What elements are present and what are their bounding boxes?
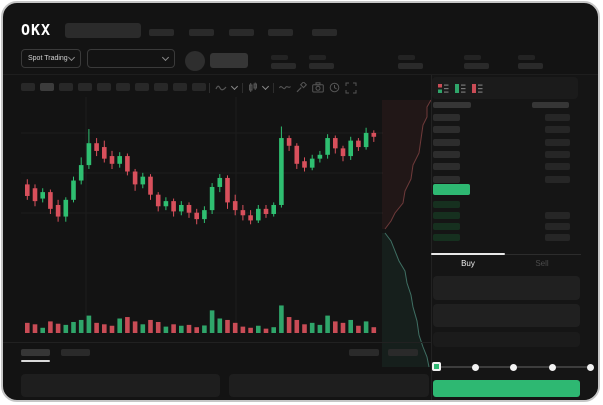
percent-slider-handle[interactable] [432,362,441,371]
ask-amount-bar [545,163,570,170]
stat-label [398,55,415,60]
chevron-down-icon [161,53,170,62]
interval-pill[interactable] [40,83,54,91]
ask-amount-bar [545,114,570,121]
tab-divider [431,254,581,255]
coin-avatar [185,51,205,71]
last-price-badge[interactable] [433,184,470,195]
nav-item[interactable] [268,29,293,36]
stat-value [309,63,334,69]
bid-amount-bar [545,234,570,241]
chevron-down-icon[interactable] [261,82,270,91]
market-type-label: Spot Trading [28,55,68,62]
nav-item[interactable] [229,29,254,36]
stat-value [464,63,489,69]
bid-amount-bar [545,212,570,219]
stat-value [518,63,543,69]
ask-price-bar[interactable] [433,114,460,121]
history-tab[interactable] [61,349,90,356]
book-asks-icon[interactable] [472,83,483,94]
pair-name-placeholder [210,53,248,68]
interval-pills [21,83,206,91]
ask-price-bar[interactable] [433,151,460,158]
orderbook-col-header-amount [532,102,569,108]
stat-value [271,63,296,69]
amount-input[interactable] [433,304,580,327]
tab-sell[interactable]: Sell [535,259,549,268]
stat-label [271,55,288,60]
orders-list-placeholder [21,374,220,397]
interval-pill[interactable] [154,83,168,91]
nav-item[interactable] [189,29,214,36]
ask-amount-bar [545,139,570,146]
interval-pill[interactable] [173,83,187,91]
buy-tab-underline [431,253,505,255]
candle-type-dropdown-icon[interactable] [248,82,258,93]
orders-list-placeholder [229,374,429,397]
book-combined-icon[interactable] [438,83,449,94]
ask-price-bar[interactable] [433,139,460,146]
interval-pill[interactable] [78,83,92,91]
ask-price-bar[interactable] [433,126,460,133]
interval-pill[interactable] [59,83,73,91]
chevron-down-icon [67,53,76,62]
ask-price-bar[interactable] [433,176,460,183]
orders-tab-underline [21,360,50,362]
divider [3,74,598,75]
bid-price-bar[interactable] [433,201,460,208]
candlestick-chart[interactable] [21,97,383,343]
ask-amount-bar [545,126,570,133]
line-tool-icon[interactable] [279,83,291,92]
divider [3,342,431,343]
stat-value [398,63,423,69]
history-icon[interactable] [329,82,340,93]
camera-icon[interactable] [312,82,324,93]
market-type-dropdown[interactable]: Spot Trading [21,49,81,68]
percent-slider-stop[interactable] [510,364,517,371]
orders-tab-active[interactable] [21,349,50,356]
buy-button[interactable] [433,380,580,397]
interval-pill[interactable] [97,83,111,91]
ask-price-bar[interactable] [433,163,460,170]
orderbook-col-header-price [433,102,471,108]
percent-slider-stop[interactable] [587,364,594,371]
ask-amount-bar [545,151,570,158]
stat-label [464,55,481,60]
ask-amount-bar [545,176,570,183]
chart-tools [209,81,357,94]
fullscreen-icon[interactable] [345,82,357,94]
bid-price-bar[interactable] [433,223,460,230]
percent-slider-stop[interactable] [548,364,556,371]
bid-amount-bar [545,223,570,230]
total-row [433,332,580,347]
brush-icon[interactable] [296,82,307,93]
interval-pill[interactable] [116,83,130,91]
tab-buy[interactable]: Buy [461,259,475,268]
bid-price-bar[interactable] [433,212,460,219]
panel-action[interactable] [388,349,418,356]
book-bids-icon[interactable] [455,83,466,94]
pair-selector-dropdown[interactable] [87,49,175,68]
percent-slider-stop[interactable] [471,364,479,371]
interval-pill[interactable] [192,83,206,91]
interval-pill[interactable] [135,83,149,91]
bid-price-bar[interactable] [433,234,460,241]
depth-chart [382,99,431,368]
okx-logo: OKX [21,21,52,39]
interval-pill[interactable] [21,83,35,91]
nav-item[interactable] [149,29,174,36]
stat-label [309,55,326,60]
indicator-dropdown-icon[interactable] [215,83,227,92]
stat-label [518,55,535,60]
search-input[interactable] [65,23,141,38]
nav-item[interactable] [312,29,337,36]
orderbook-view-toggles [432,77,578,99]
price-input[interactable] [433,276,580,300]
panel-action[interactable] [349,349,379,356]
chevron-down-icon[interactable] [230,82,239,91]
